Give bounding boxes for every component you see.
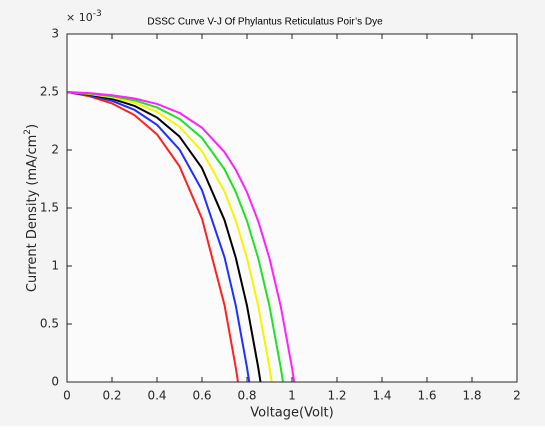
y-tick-label: 2 (51, 143, 59, 157)
y-tick-label: 0 (51, 375, 59, 389)
x-tick-label: 1.4 (372, 389, 391, 403)
x-tick-label: 1 (288, 389, 296, 403)
axes-frame (66, 33, 518, 383)
y-tick-label: 1.5 (40, 201, 59, 215)
x-tick-label: 1.6 (417, 389, 436, 403)
series-line (66, 91, 262, 383)
series-line (66, 91, 251, 383)
y-exponent: × 10-3 (66, 9, 102, 25)
y-exponent-power: -3 (93, 9, 102, 19)
y-tick-label: 0.5 (40, 317, 59, 331)
x-tick-label: 0 (63, 389, 71, 403)
x-tick-label: 0.6 (192, 389, 211, 403)
x-axis-label: Voltage(Volt) (250, 406, 333, 421)
x-tick-label: 1.2 (327, 389, 346, 403)
chart-title: DSSC Curve V-J Of Phylantus Reticulatus … (147, 17, 383, 28)
x-tick-label: 0.2 (102, 389, 121, 403)
y-axis-label-text: Current Density (mA/cm (25, 135, 40, 292)
x-tick-label: 0.4 (147, 389, 166, 403)
x-tick-label: 2 (513, 389, 521, 403)
y-tick-label: 2.5 (40, 85, 59, 99)
x-tick-label: 1.8 (462, 389, 481, 403)
y-axis-label-suffix: ) (25, 124, 40, 129)
y-axis-label: Current Density (mA/cm2) (23, 124, 40, 292)
x-tick-label: 0.8 (237, 389, 256, 403)
plot-area (67, 34, 517, 382)
y-tick-label: 3 (51, 27, 59, 41)
y-exponent-base: × 10 (66, 11, 93, 24)
y-tick-label: 1 (51, 259, 59, 273)
y-axis-label-sup: 2 (23, 129, 33, 135)
series-line (66, 91, 273, 383)
series-line (66, 91, 296, 383)
series-line (66, 91, 284, 383)
series-line (66, 91, 239, 383)
